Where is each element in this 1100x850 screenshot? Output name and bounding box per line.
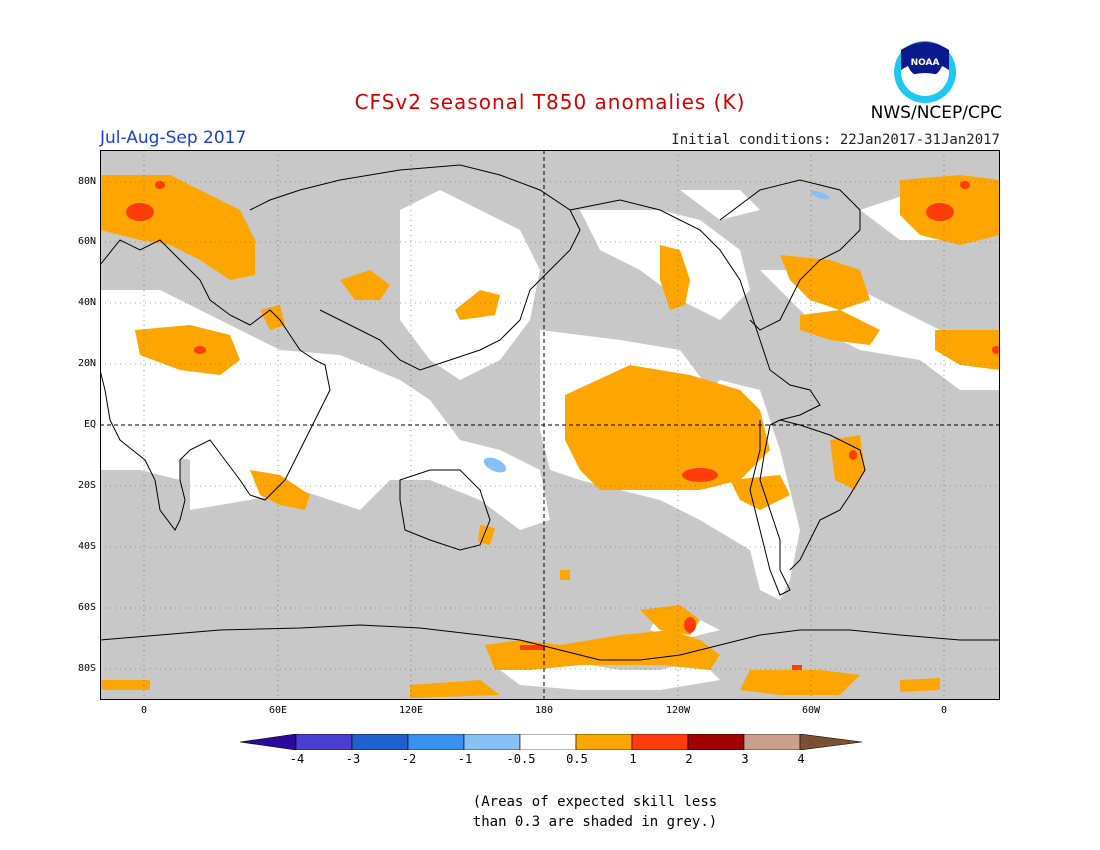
forecast-period: Jul-Aug-Sep 2017: [100, 128, 247, 148]
colorbar-tick-label: -3: [345, 752, 361, 766]
strong-warm-anomaly-regions: [126, 181, 1000, 670]
lat-label: 60N: [77, 236, 96, 247]
colorbar-segment: [575, 734, 633, 750]
colorbar-tick-label: 2: [685, 752, 693, 766]
skill-note: (Areas of expected skill less than 0.3 a…: [0, 792, 1100, 832]
colorbar-segment: [351, 734, 409, 750]
colorbar-segment: [743, 734, 801, 750]
lon-label: 0: [940, 705, 948, 716]
skill-note-line: (Areas of expected skill less: [472, 794, 718, 810]
colorbar-tick-label: -0.5: [506, 752, 536, 766]
anomaly-map: [100, 150, 1000, 700]
colorbar-segment: [295, 734, 353, 750]
colorbar-segment: [519, 734, 577, 750]
lat-label: 20N: [77, 358, 96, 369]
lat-label: 80N: [77, 176, 96, 187]
agency-label: NWS/NCEP/CPC: [870, 103, 1002, 123]
initial-conditions: Initial conditions: 22Jan2017-31Jan2017: [671, 132, 1000, 148]
colorbar-segment: [631, 734, 689, 750]
lat-label: 80S: [77, 663, 96, 674]
lat-label: 60S: [77, 602, 96, 613]
chart-title: CFSv2 seasonal T850 anomalies (K): [354, 90, 746, 114]
graticule: [100, 150, 1000, 700]
lat-label: 20S: [77, 480, 96, 491]
skill-note-line: than 0.3 are shaded in grey.): [472, 814, 718, 830]
colorbar-tick-label: 4: [797, 752, 805, 766]
lon-label: 180: [534, 705, 554, 716]
colorbar-segment: [687, 734, 745, 750]
colorbar-tick-label: -1: [457, 752, 473, 766]
lon-label: 60W: [801, 705, 821, 716]
noaa-logo-text: NOAA: [911, 58, 940, 68]
colorbar-tick-label: 0.5: [566, 752, 588, 766]
colorbar-tick-label: -2: [401, 752, 417, 766]
colorbar: [240, 734, 862, 750]
colorbar-segment: [240, 734, 297, 750]
lat-label: EQ: [83, 419, 96, 430]
lon-label: 0: [140, 705, 148, 716]
lon-label: 120W: [665, 705, 691, 716]
colorbar-tick-label: -4: [289, 752, 305, 766]
colorbar-segment: [463, 734, 521, 750]
cool-anomaly-regions: [483, 190, 830, 473]
colorbar-segment: [799, 734, 862, 750]
lon-label: 120E: [398, 705, 424, 716]
warm-anomaly-regions: [100, 175, 1000, 698]
colorbar-tick-label: 3: [741, 752, 749, 766]
colorbar-tick-label: 1: [629, 752, 637, 766]
lon-label: 60E: [268, 705, 288, 716]
lat-label: 40S: [77, 541, 96, 552]
noaa-logo-icon: NOAA: [894, 41, 956, 103]
lat-label: 40N: [77, 297, 96, 308]
coastlines: [100, 164, 1000, 661]
colorbar-segment: [407, 734, 465, 750]
